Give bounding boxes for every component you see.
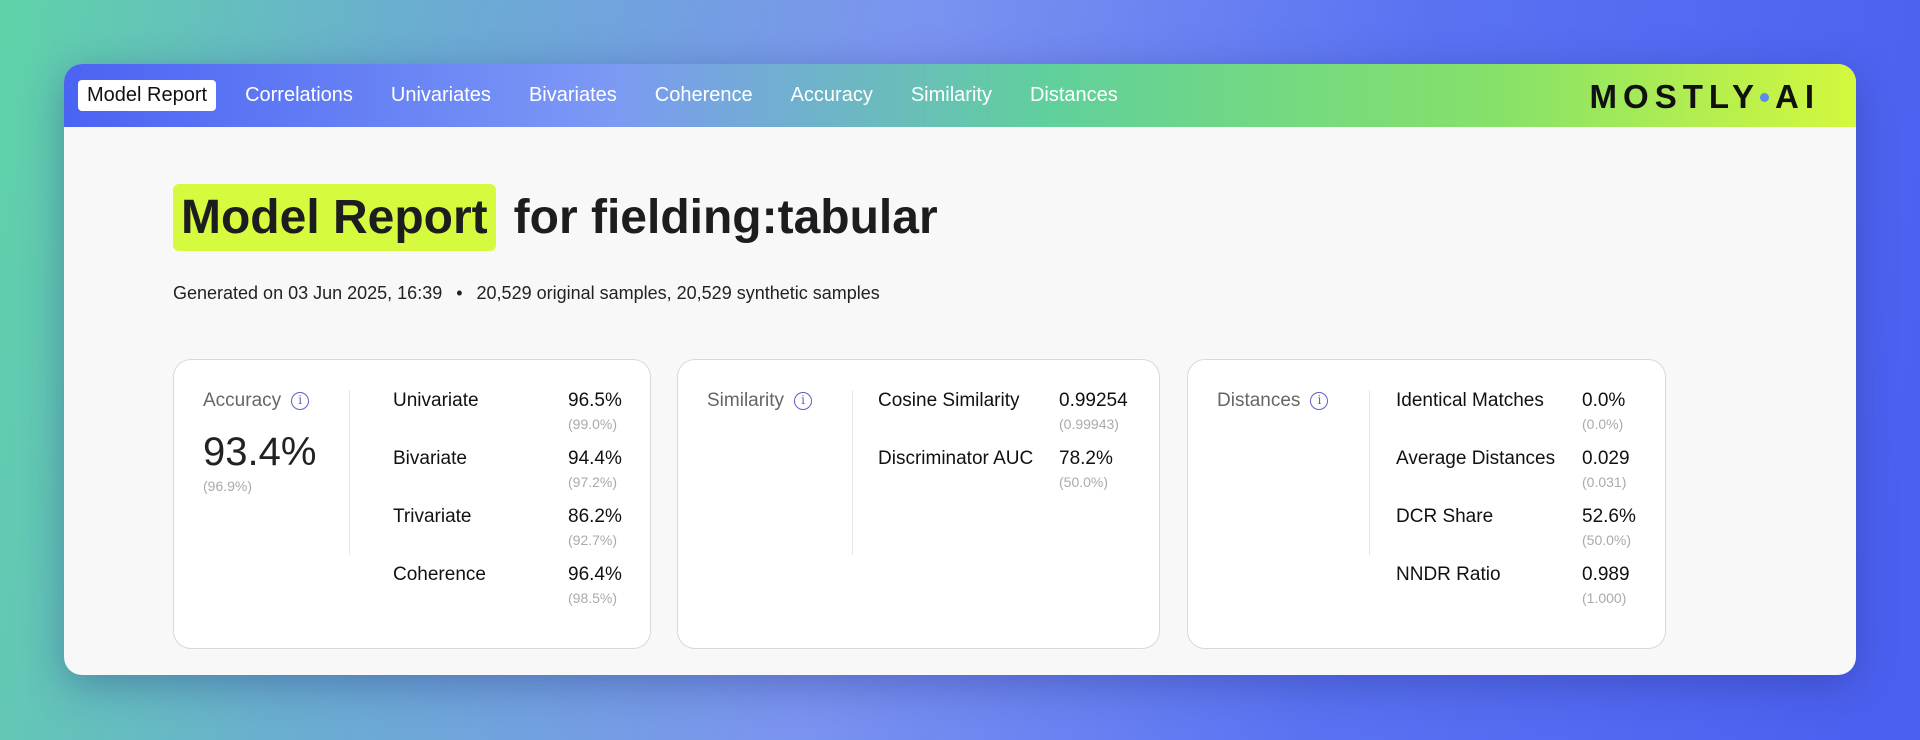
similarity-card: Similarity i Cosine Similarity 0.99254 (0.9… <box>677 359 1160 649</box>
report-meta: Generated on 03 Jun 2025, 16:39 • 20,529 o… <box>173 283 880 304</box>
metric-reference: (99.0%) <box>568 416 618 432</box>
accuracy-reference: (96.9%) <box>203 478 253 494</box>
metric-label: Cosine Similarity <box>878 390 1020 411</box>
generated-date: Generated on 03 Jun 2025, 16:39 <box>173 283 443 303</box>
metric-reference: (92.7%) <box>568 532 618 548</box>
tab-coherence[interactable]: Coherence <box>654 84 753 106</box>
sample-counts: 20,529 original samples, 20,529 syntheti… <box>476 283 880 303</box>
metric-row: Identical Matches 0.0% (0.0%) <box>1396 390 1636 448</box>
metric-value: 0.0% <box>1582 390 1626 411</box>
metric-reference: (0.031) <box>1582 474 1627 490</box>
tab-model-report[interactable]: Model Report <box>78 80 217 111</box>
metric-row: NNDR Ratio 0.989 (1.000) <box>1396 564 1636 622</box>
top-nav: Model Report Correlations Univariates Bi… <box>64 64 1856 127</box>
info-icon[interactable]: i <box>291 392 310 410</box>
metric-reference: (98.5%) <box>568 590 618 606</box>
metric-row: Discriminator AUC 78.2% (50.0%) <box>878 448 1128 506</box>
metric-label: Average Distances <box>1396 448 1556 469</box>
metric-value: 52.6% <box>1582 506 1636 527</box>
metric-value: 78.2% <box>1059 448 1113 469</box>
distances-card: Distances i Identical Matches 0.0% (0.0%) A… <box>1187 359 1666 649</box>
metric-value: 0.029 <box>1582 448 1630 469</box>
info-icon[interactable]: i <box>1310 392 1329 410</box>
metric-reference: (1.000) <box>1582 590 1627 606</box>
metric-row: Average Distances 0.029 (0.031) <box>1396 448 1636 506</box>
info-icon[interactable]: i <box>794 392 813 410</box>
metric-row: Bivariate 94.4% (97.2%) <box>393 448 622 506</box>
accuracy-label: Accuracy <box>203 390 282 411</box>
accuracy-value: 93.4% <box>203 430 317 474</box>
tab-bivariates[interactable]: Bivariates <box>528 84 617 106</box>
metric-row: DCR Share 52.6% (50.0%) <box>1396 506 1636 564</box>
metric-label: NNDR Ratio <box>1396 564 1501 585</box>
divider <box>1369 390 1370 555</box>
metric-reference: (97.2%) <box>568 474 618 490</box>
metric-row: Trivariate 86.2% (92.7%) <box>393 506 622 564</box>
metric-label: Trivariate <box>393 506 472 527</box>
divider <box>852 390 853 555</box>
metric-label: Identical Matches <box>1396 390 1544 411</box>
tab-accuracy[interactable]: Accuracy <box>790 84 873 106</box>
mostly-ai-logo: MOSTLY AI <box>1589 78 1820 115</box>
metric-value: 94.4% <box>568 448 622 469</box>
bullet: • <box>456 283 463 303</box>
similarity-label: Similarity <box>707 390 785 411</box>
tab-univariates[interactable]: Univariates <box>390 84 491 106</box>
metric-value: 86.2% <box>568 506 622 527</box>
metric-value: 0.989 <box>1582 564 1630 585</box>
metric-value: 96.4% <box>568 564 622 585</box>
metric-value: 0.99254 <box>1059 390 1128 411</box>
accuracy-card: Accuracy i 93.4% (96.9%) Univariate 96.5% (… <box>173 359 651 649</box>
metric-row: Univariate 96.5% (99.0%) <box>393 390 622 448</box>
metric-label: Bivariate <box>393 448 467 469</box>
title-highlight: Model Report <box>173 184 496 251</box>
metric-row: Coherence 96.4% (98.5%) <box>393 564 622 622</box>
metric-label: Discriminator AUC <box>878 448 1034 469</box>
metric-row: Cosine Similarity 0.99254 (0.99943) <box>878 390 1128 448</box>
metric-value: 96.5% <box>568 390 622 411</box>
page-title: Model Report for fielding:tabular <box>173 184 938 251</box>
metric-label: Coherence <box>393 564 486 585</box>
report-window: Model Report Correlations Univariates Bi… <box>64 64 1856 675</box>
distances-label: Distances <box>1217 390 1301 411</box>
divider <box>349 390 350 555</box>
metric-reference: (0.99943) <box>1059 416 1119 432</box>
tab-distances[interactable]: Distances <box>1029 84 1118 106</box>
metric-label: DCR Share <box>1396 506 1494 527</box>
metric-reference: (0.0%) <box>1582 416 1624 432</box>
tab-similarity[interactable]: Similarity <box>910 84 992 106</box>
metric-reference: (50.0%) <box>1582 532 1632 548</box>
metric-label: Univariate <box>393 390 479 411</box>
metric-reference: (50.0%) <box>1059 474 1109 490</box>
title-rest: for fielding:tabular <box>513 191 938 244</box>
tab-correlations[interactable]: Correlations <box>245 84 353 106</box>
